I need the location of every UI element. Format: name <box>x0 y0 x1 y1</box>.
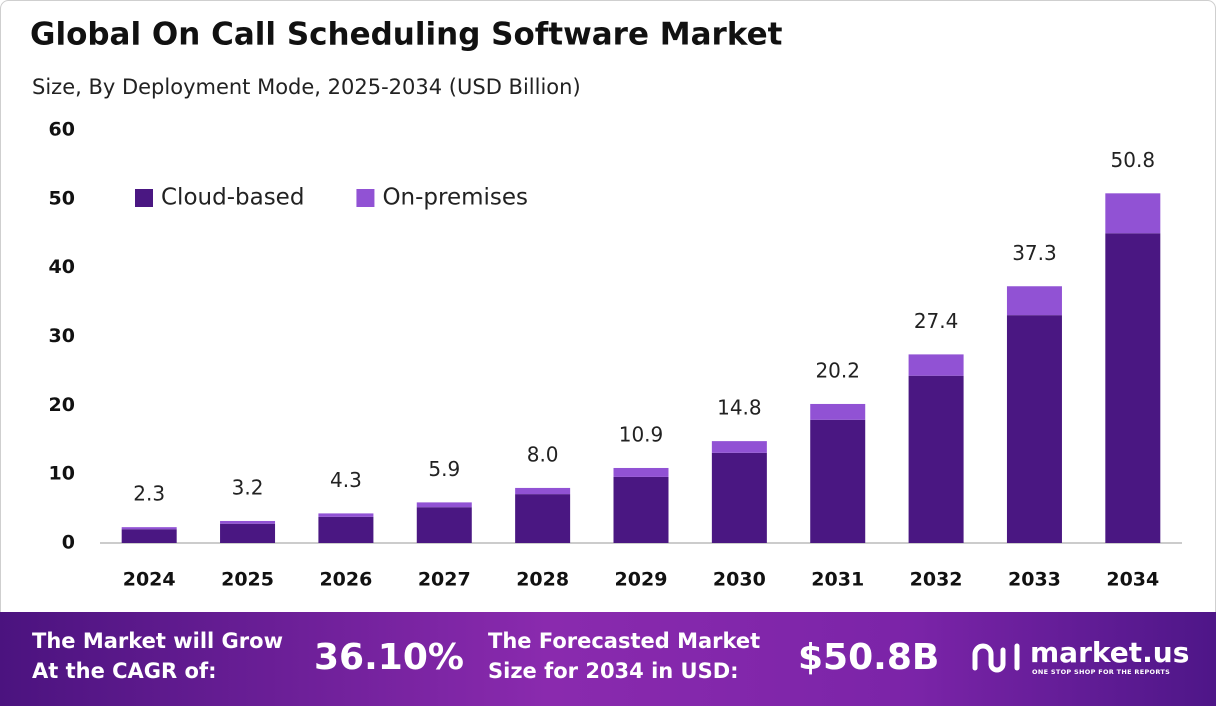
bar-segment <box>1105 233 1161 543</box>
x-tick-label: 2034 <box>1106 569 1159 591</box>
bar-segment <box>1006 315 1062 543</box>
bar-segment <box>810 419 866 543</box>
bar-segment <box>121 529 177 543</box>
bar-segment <box>220 520 276 524</box>
total-label: 27.4 <box>914 309 959 333</box>
bar-segment <box>613 467 669 477</box>
bar-segment <box>908 375 964 543</box>
x-tick-label: 2026 <box>319 569 372 591</box>
total-label: 8.0 <box>527 442 559 466</box>
bar-segment <box>908 354 964 376</box>
x-tick-label: 2030 <box>713 569 766 591</box>
total-label: 3.2 <box>232 475 264 499</box>
total-label: 10.9 <box>619 422 664 446</box>
legend-label: Cloud-based <box>161 185 304 211</box>
brand-tagline: ONE STOP SHOP FOR THE REPORTS <box>1032 668 1170 676</box>
bar-segment <box>1006 286 1062 316</box>
total-label: 37.3 <box>1012 241 1057 265</box>
bar-segment <box>318 513 374 517</box>
total-label: 14.8 <box>717 396 762 420</box>
bar-segment <box>220 523 276 543</box>
forecast-text: Size for 2034 in USD: <box>488 659 739 683</box>
y-tick-label: 40 <box>49 256 75 278</box>
x-tick-label: 2031 <box>811 569 864 591</box>
cagr-text: At the CAGR of: <box>32 659 217 683</box>
bar-segment <box>515 487 571 495</box>
legend-swatch <box>135 189 153 207</box>
y-tick-label: 50 <box>49 187 75 209</box>
bar-segment <box>121 527 177 530</box>
y-tick-label: 30 <box>49 325 75 347</box>
total-label: 2.3 <box>133 482 165 506</box>
x-tick-label: 2025 <box>221 569 274 591</box>
cagr-value: 36.10% <box>314 637 464 678</box>
x-tick-label: 2032 <box>910 569 963 591</box>
bar-segment <box>1105 193 1161 234</box>
y-tick-label: 10 <box>49 463 75 485</box>
x-tick-label: 2024 <box>123 569 176 591</box>
chart-subtitle: Size, By Deployment Mode, 2025-2034 (USD… <box>32 75 581 99</box>
total-label: 5.9 <box>428 457 460 481</box>
legend-swatch <box>356 189 375 207</box>
cagr-text: The Market will Grow <box>32 629 283 653</box>
y-tick-label: 60 <box>49 119 75 141</box>
bar-segment <box>416 502 472 508</box>
chart-title: Global On Call Scheduling Software Marke… <box>30 17 783 53</box>
bar-segment <box>515 494 571 543</box>
legend-label: On-premises <box>382 185 528 211</box>
bar-segment <box>711 441 767 453</box>
y-tick-label: 0 <box>62 532 75 554</box>
footer-band <box>0 612 1216 706</box>
forecast-text: The Forecasted Market <box>488 629 760 653</box>
brand-logo <box>972 643 1020 673</box>
x-tick-label: 2027 <box>418 569 471 591</box>
bar-segment <box>810 403 866 420</box>
brand-name: market.us <box>1030 636 1189 669</box>
bar-segment <box>711 452 767 543</box>
bar-segment <box>613 476 669 543</box>
bar-segment <box>416 507 472 543</box>
forecast-value: $50.8B <box>798 637 939 678</box>
x-tick-label: 2029 <box>615 569 668 591</box>
total-label: 50.8 <box>1111 148 1156 172</box>
x-tick-label: 2033 <box>1008 569 1061 591</box>
total-label: 20.2 <box>815 358 860 382</box>
x-tick-label: 2028 <box>516 569 569 591</box>
y-tick-label: 20 <box>49 394 75 416</box>
bar-segment <box>318 516 374 543</box>
total-label: 4.3 <box>330 468 362 492</box>
